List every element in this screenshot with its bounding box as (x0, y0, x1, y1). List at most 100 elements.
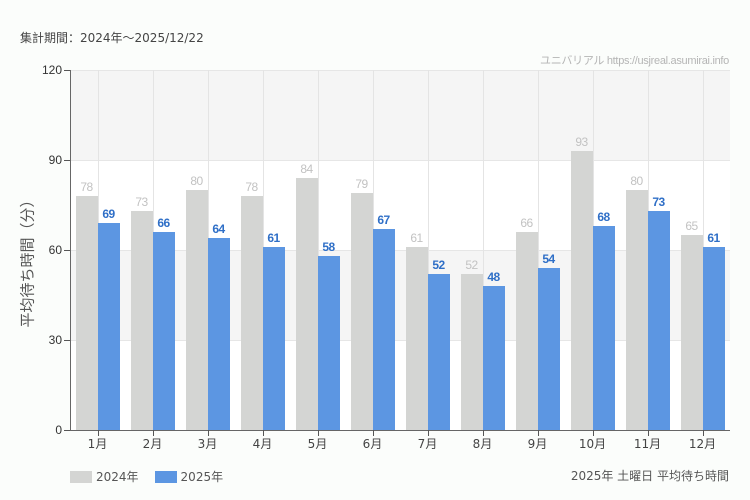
value-label: 78 (80, 180, 93, 194)
bar-2025[interactable] (207, 238, 230, 430)
value-label: 65 (685, 219, 698, 233)
x-tick-label: 12月 (688, 437, 717, 451)
legend-swatch-2025 (154, 470, 177, 483)
bar-2024[interactable] (240, 196, 263, 430)
value-label: 66 (520, 216, 533, 230)
legend: 2024年 2025年 (70, 468, 239, 485)
y-axis-title: 平均待ち時間（分） (18, 192, 37, 328)
value-label: 48 (487, 270, 500, 284)
horizontal-gridline (70, 70, 730, 71)
y-axis-line (70, 70, 71, 431)
vertical-gridline (428, 70, 429, 430)
value-label: 73 (652, 195, 665, 209)
bar-2025[interactable] (592, 226, 615, 430)
x-tick-label: 5月 (307, 437, 328, 451)
x-tick-label: 11月 (633, 437, 662, 451)
bar-2024[interactable] (405, 247, 428, 430)
value-label: 52 (432, 258, 445, 272)
y-tick (64, 160, 70, 161)
bar-2024[interactable] (680, 235, 703, 430)
y-tick (64, 430, 70, 431)
x-tick (537, 430, 539, 436)
vertical-gridline (538, 70, 539, 430)
x-tick (647, 430, 649, 436)
y-tick (64, 250, 70, 251)
x-tick-label: 4月 (252, 437, 273, 451)
plot-area: 78 73 80 78 84 79 61 52 66 93 80 65 69 66 64 61 58 67 52 48… (70, 70, 730, 430)
bar-2025[interactable] (262, 247, 285, 430)
bar-2025[interactable] (152, 232, 175, 430)
value-label: 61 (707, 231, 720, 245)
x-tick-label: 7月 (417, 437, 438, 451)
x-tick-label: 8月 (472, 437, 493, 451)
x-tick-label: 9月 (527, 437, 548, 451)
x-tick-label: 2月 (142, 437, 163, 451)
x-tick-label: 6月 (362, 437, 383, 451)
x-tick (482, 430, 484, 436)
bar-2024[interactable] (570, 151, 593, 430)
chart-caption: 2025年 土曜日 平均待ち時間 (570, 469, 729, 483)
x-tick (207, 430, 209, 436)
value-label: 58 (322, 240, 335, 254)
background-band (70, 250, 730, 340)
bar-2025[interactable] (372, 229, 395, 430)
bar-2024[interactable] (185, 190, 208, 430)
background-band (70, 70, 730, 160)
bar-2025[interactable] (97, 223, 120, 430)
x-tick-label: 1月 (87, 437, 108, 451)
value-label: 54 (542, 252, 555, 266)
bar-2024[interactable] (75, 196, 98, 430)
bar-2024[interactable] (625, 190, 648, 430)
horizontal-gridline (70, 160, 730, 161)
bar-2025[interactable] (537, 268, 560, 430)
value-label: 73 (135, 195, 148, 209)
site-credit: ユニバリアル https://usjreal.asumirai.info (540, 55, 729, 67)
y-tick (64, 70, 70, 71)
value-label: 68 (597, 210, 610, 224)
y-tick-label: 90 (48, 153, 62, 167)
bar-2024[interactable] (515, 232, 538, 430)
horizontal-gridline (70, 250, 730, 251)
x-tick (372, 430, 374, 436)
bar-2025[interactable] (647, 211, 670, 430)
bar-2025[interactable] (317, 256, 340, 430)
bar-2024[interactable] (295, 178, 318, 430)
y-tick-label: 30 (48, 333, 62, 347)
x-tick (317, 430, 319, 436)
y-tick-label: 120 (41, 63, 62, 77)
bar-2024[interactable] (130, 211, 153, 430)
legend-item-2024[interactable]: 2024年 (70, 468, 139, 485)
legend-item-2025[interactable]: 2025年 (154, 468, 223, 485)
x-tick (152, 430, 154, 436)
horizontal-gridline (70, 340, 730, 341)
value-label: 80 (630, 174, 643, 188)
value-label: 80 (190, 174, 203, 188)
x-tick (592, 430, 594, 436)
legend-swatch-2024 (70, 470, 92, 483)
bar-2025[interactable] (702, 247, 725, 430)
value-label: 52 (465, 258, 478, 272)
x-tick (702, 430, 704, 436)
vertical-gridline (318, 70, 319, 430)
value-label: 78 (245, 180, 258, 194)
bar-2025[interactable] (427, 274, 450, 430)
bar-2024[interactable] (460, 274, 483, 430)
x-tick-label: 3月 (197, 437, 218, 451)
x-axis-line (70, 430, 730, 431)
value-label: 66 (157, 216, 170, 230)
x-tick (97, 430, 99, 436)
x-tick (427, 430, 429, 436)
x-tick-label: 10月 (578, 437, 607, 451)
y-tick (64, 340, 70, 341)
value-label: 67 (377, 213, 390, 227)
bar-2024[interactable] (350, 193, 373, 430)
background-band (70, 160, 730, 250)
value-label: 93 (575, 135, 588, 149)
bar-2025[interactable] (482, 286, 505, 430)
value-label: 61 (410, 231, 423, 245)
value-label: 79 (355, 177, 368, 191)
vertical-gridline (483, 70, 484, 430)
value-label: 69 (102, 207, 115, 221)
y-tick-label: 0 (55, 423, 62, 437)
value-label: 61 (267, 231, 280, 245)
